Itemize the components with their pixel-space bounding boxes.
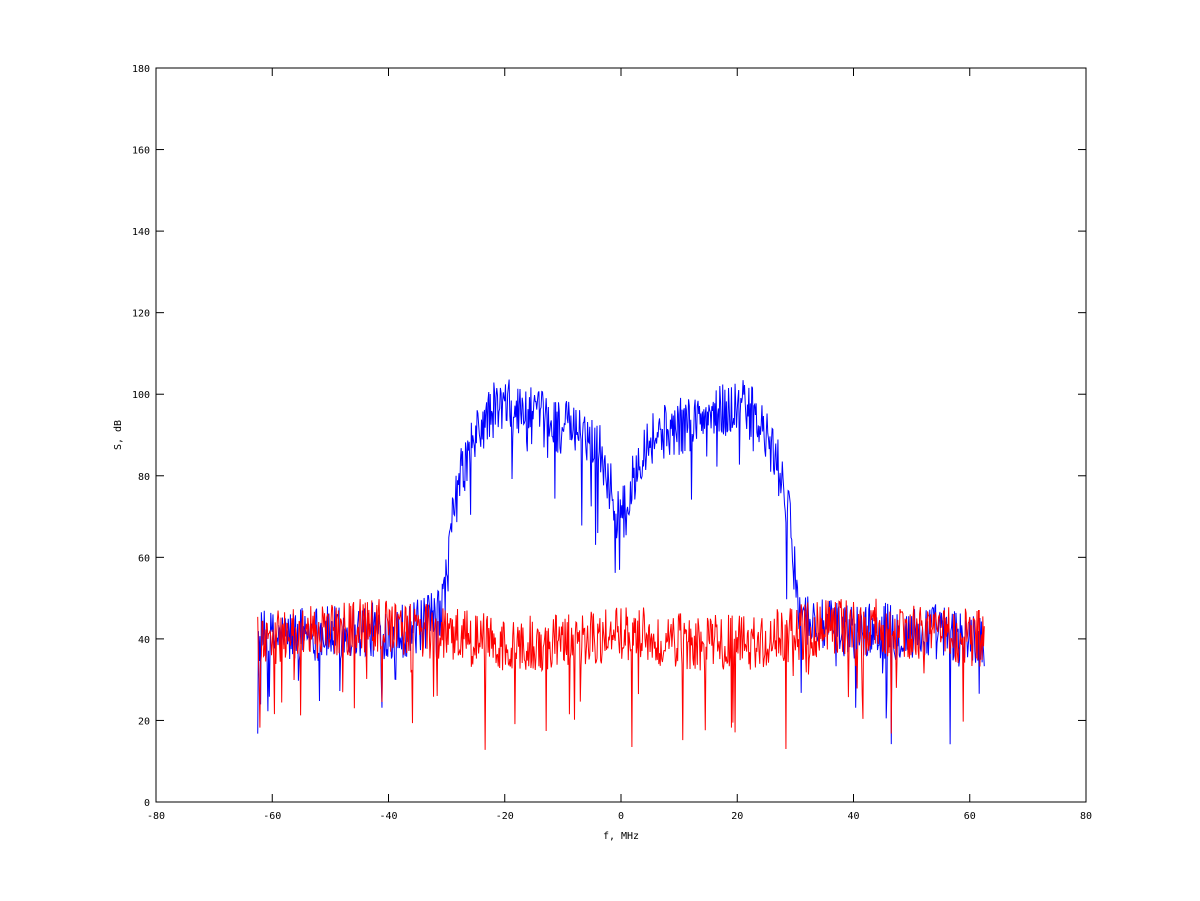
y-tick-label: 0: [144, 798, 150, 809]
x-tick-label: -20: [496, 811, 514, 822]
y-tick-label: 60: [138, 553, 150, 564]
x-tick-label: 0: [618, 811, 624, 822]
y-tick-label: 180: [132, 64, 150, 75]
y-tick-label: 100: [132, 390, 150, 401]
x-tick-label: 20: [731, 811, 743, 822]
series-line-2: [257, 598, 985, 750]
x-tick-label: 40: [847, 811, 859, 822]
y-axis-label: S, dB: [113, 420, 124, 450]
x-tick-label: 80: [1080, 811, 1092, 822]
y-tick-label: 160: [132, 146, 150, 157]
y-tick-label: 120: [132, 309, 150, 320]
ticks: -80 -60 -40 -20 0 20 40 60 80 0 20 40 60 80 100 120 140 1…: [132, 64, 1092, 822]
x-tick-label: -60: [263, 811, 281, 822]
y-tick-label: 80: [138, 472, 150, 483]
y-tick-label: 20: [138, 716, 150, 727]
x-tick-label: -40: [379, 811, 397, 822]
y-tick-label: 140: [132, 227, 150, 238]
series-group: [257, 379, 985, 750]
x-axis-label: f, MHz: [603, 831, 639, 842]
x-tick-label: -80: [147, 811, 165, 822]
x-tick-label: 60: [964, 811, 976, 822]
y-tick-label: 40: [138, 635, 150, 646]
axes-frame: [155, 67, 1087, 803]
